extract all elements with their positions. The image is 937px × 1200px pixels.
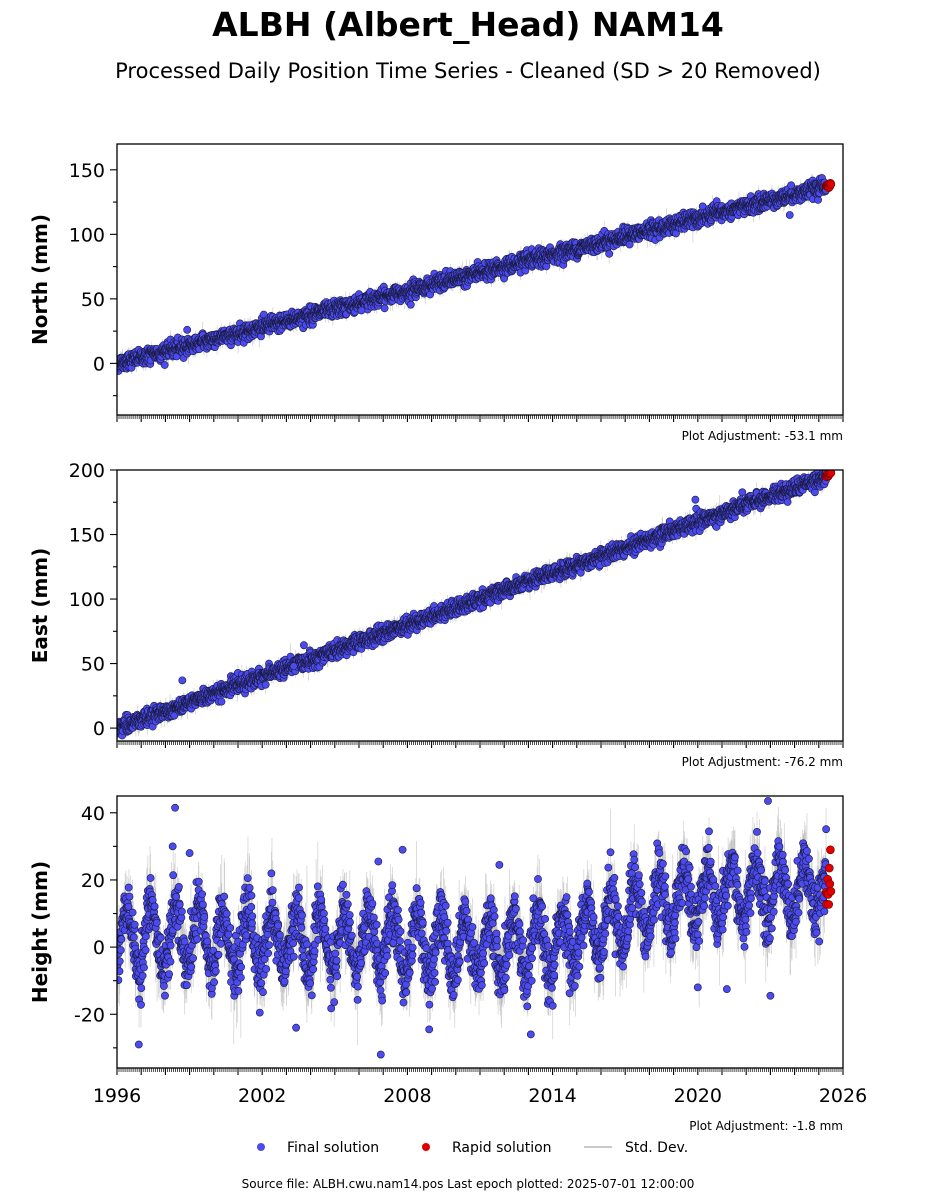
data-points [117, 174, 836, 375]
chart-subtitle: Processed Daily Position Time Series - C… [115, 59, 821, 83]
chart-title: ALBH (Albert_Head) NAM14 [212, 5, 724, 44]
final-point [380, 304, 389, 313]
final-point [605, 249, 614, 258]
plot-area-north [117, 172, 836, 376]
final-point [406, 300, 415, 309]
final-point [625, 240, 634, 249]
final-point [160, 361, 169, 369]
